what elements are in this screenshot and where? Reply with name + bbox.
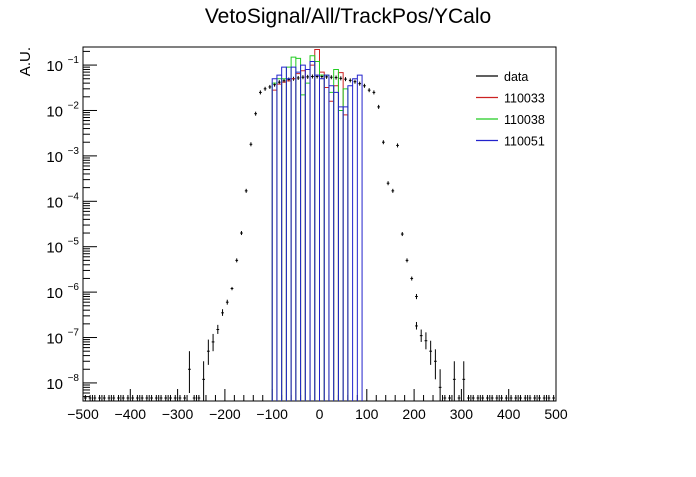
- y-tick-label: 10: [46, 194, 63, 211]
- x-tick-label: −500: [67, 406, 99, 422]
- chart-title: VetoSignal/All/TrackPos/YCalo: [205, 5, 491, 28]
- y-tick-exponent: −7: [68, 328, 80, 339]
- y-tick-exponent: −1: [68, 55, 80, 66]
- x-tick-label: −200: [209, 406, 241, 422]
- legend-label-110033: 110033: [504, 92, 545, 106]
- y-tick-label: 10: [46, 103, 63, 120]
- y-tick-label: 10: [46, 149, 63, 166]
- x-tick-label: 100: [355, 406, 379, 422]
- y-tick-exponent: −3: [68, 146, 80, 157]
- x-tick-label: −400: [115, 406, 147, 422]
- x-tick-label: −100: [256, 406, 288, 422]
- y-tick-label: 10: [46, 331, 63, 348]
- y-tick-exponent: −8: [68, 373, 80, 384]
- legend: data 110033 110038 110051: [476, 70, 545, 149]
- x-tick-label: 500: [544, 406, 568, 422]
- plot-area: −500 −400 −300 −200 −100 0 100 200 300 400 500 10 −8…: [46, 46, 568, 422]
- y-tick-label: 10: [46, 376, 63, 393]
- y-tick-exponent: −2: [68, 100, 80, 111]
- x-tick-label: 200: [402, 406, 426, 422]
- x-tick-label: 400: [497, 406, 521, 422]
- legend-label-110038: 110038: [504, 113, 545, 127]
- y-tick-exponent: −5: [68, 237, 80, 248]
- legend-label-data: data: [504, 70, 528, 84]
- y-axis-label: A.U.: [17, 47, 34, 76]
- x-tick-label: −300: [162, 406, 194, 422]
- y-tick-label: 10: [46, 285, 63, 302]
- series-110051-histogram: [271, 60, 363, 401]
- x-tick-label: 0: [316, 406, 324, 422]
- y-tick-label: 10: [46, 58, 63, 75]
- legend-label-110051: 110051: [504, 135, 545, 149]
- y-tick-label: 10: [46, 240, 63, 257]
- y-tick-exponent: −6: [68, 282, 80, 293]
- x-tick-label: 300: [450, 406, 474, 422]
- y-tick-exponent: −4: [68, 191, 80, 202]
